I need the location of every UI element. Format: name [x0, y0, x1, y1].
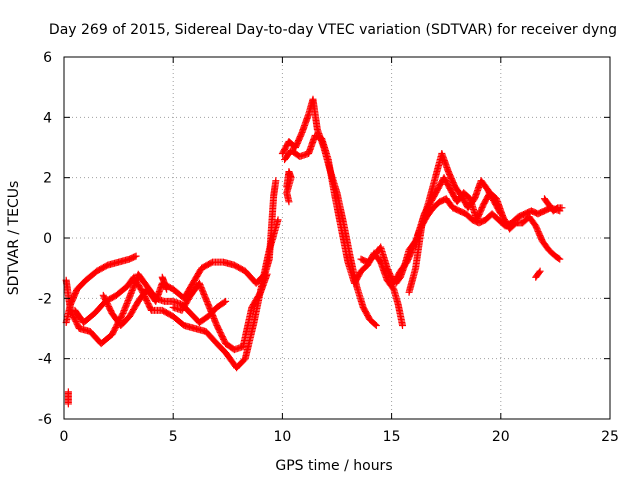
- x-tick-label: 20: [492, 429, 510, 445]
- x-tick-label: 5: [169, 429, 178, 445]
- data-point: [413, 235, 421, 243]
- data-point: [372, 321, 380, 329]
- data-point: [556, 255, 564, 263]
- data-point: [414, 234, 422, 242]
- x-axis-label: GPS time / hours: [275, 458, 392, 474]
- series-track-12: [532, 267, 544, 281]
- data-point: [371, 320, 379, 328]
- series-track-10: [414, 174, 564, 263]
- y-tick-label: 0: [43, 231, 52, 247]
- series-track-5: [169, 270, 271, 354]
- x-tick-label: 0: [60, 429, 69, 445]
- series-track-15: [64, 388, 72, 408]
- series-track-2: [62, 252, 140, 326]
- data-point: [536, 267, 544, 275]
- grid-lines: [64, 57, 610, 419]
- series-track-11: [392, 234, 422, 287]
- series-track-7: [281, 131, 407, 329]
- data-point: [132, 252, 140, 260]
- axis-ticks: 0 5 10 15 20 25 -6 -4 -2 0 2 4 6: [38, 50, 619, 445]
- series-track-16: [158, 273, 171, 293]
- y-tick-label: 6: [43, 50, 52, 66]
- x-tick-label: 25: [601, 429, 619, 445]
- data-point: [285, 198, 293, 206]
- series-track-4: [99, 177, 280, 329]
- data-point: [220, 298, 228, 306]
- data-point: [274, 216, 282, 224]
- x-tick-label: 10: [273, 429, 291, 445]
- series-track-13: [540, 195, 566, 215]
- data-point: [558, 204, 566, 212]
- data-point: [399, 321, 407, 329]
- y-tick-label: 4: [43, 110, 52, 126]
- x-tick-label: 15: [383, 429, 401, 445]
- series-track-14: [283, 168, 295, 206]
- y-tick-label: -4: [38, 352, 52, 368]
- data-point: [222, 297, 230, 305]
- y-tick-label: -6: [38, 412, 52, 428]
- data-point: [64, 400, 72, 408]
- chart-title: Day 269 of 2015, Sidereal Day-to-day VTE…: [49, 22, 617, 38]
- data-point: [263, 270, 271, 278]
- data-point: [272, 177, 280, 185]
- data-point: [131, 253, 139, 261]
- y-tick-label: 2: [43, 171, 52, 187]
- data-point: [163, 285, 171, 293]
- data-points: [62, 95, 566, 408]
- y-axis-label: SDTVAR / TECUs: [6, 181, 22, 296]
- data-point: [535, 268, 543, 276]
- y-tick-label: -2: [38, 291, 52, 307]
- data-point: [555, 254, 563, 262]
